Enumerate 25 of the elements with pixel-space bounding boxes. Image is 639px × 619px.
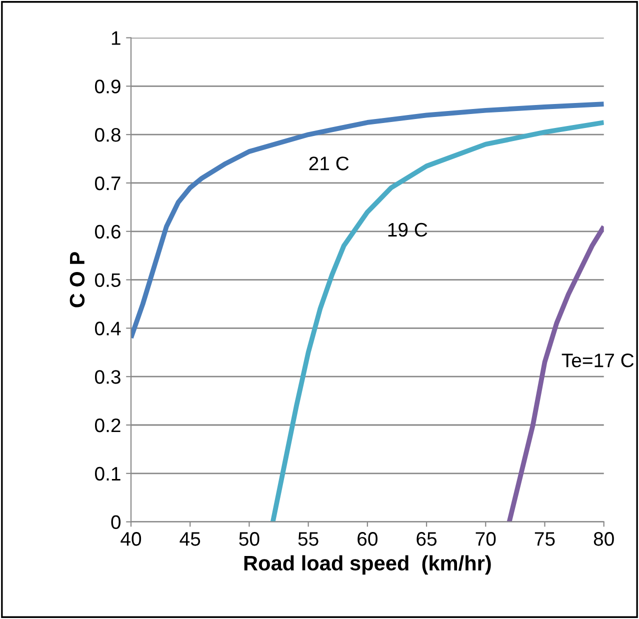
series-label: 19 C bbox=[388, 222, 428, 237]
x-tick-label: 45 bbox=[180, 532, 200, 546]
x-tick-label: 80 bbox=[594, 532, 614, 546]
y-tick-label: 0.3 bbox=[95, 370, 120, 384]
series-label: Te=17 C bbox=[562, 354, 634, 368]
y-tick-label: 0.4 bbox=[95, 322, 121, 336]
series-label: 21 C bbox=[309, 156, 349, 170]
y-tick-label: 0.9 bbox=[95, 80, 120, 94]
y-axis-title: C O P bbox=[70, 252, 85, 308]
x-tick-label: 40 bbox=[120, 532, 142, 546]
x-tick-label: 65 bbox=[416, 532, 437, 546]
y-tick-label: 0.6 bbox=[95, 224, 120, 239]
y-tick-label: 0.2 bbox=[95, 418, 120, 432]
x-axis-title: Road load speed (km/hr) bbox=[244, 555, 491, 575]
y-tick-label: 0.8 bbox=[95, 128, 120, 142]
y-tick-label: 1 bbox=[112, 31, 120, 45]
y-tick-label: 0.7 bbox=[95, 176, 120, 190]
x-tick-label: 60 bbox=[358, 532, 378, 546]
x-tick-label: 50 bbox=[239, 532, 260, 546]
x-tick-label: 75 bbox=[534, 532, 555, 546]
y-tick-label: 0.5 bbox=[95, 273, 120, 288]
x-tick-label: 55 bbox=[298, 532, 318, 546]
y-tick-label: 0.1 bbox=[95, 466, 120, 481]
x-tick-label: 70 bbox=[476, 532, 496, 546]
y-tick-label: 0 bbox=[111, 515, 121, 530]
